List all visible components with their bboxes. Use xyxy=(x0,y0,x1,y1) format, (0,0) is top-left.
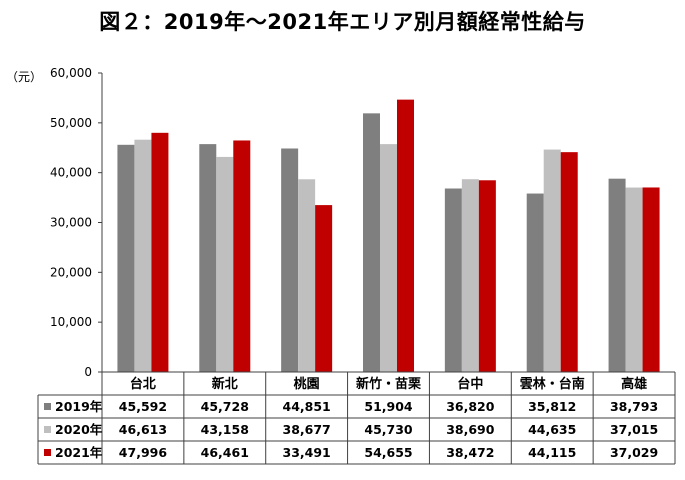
data-label: 33,491 xyxy=(283,445,331,460)
bar xyxy=(151,132,169,372)
y-axis-unit-label: （元） xyxy=(6,70,43,84)
data-label: 45,730 xyxy=(364,422,413,437)
category-label: 新竹・苗栗 xyxy=(356,376,421,392)
bar xyxy=(608,178,626,372)
bar xyxy=(216,156,234,372)
data-label: 37,015 xyxy=(610,422,658,437)
data-label: 45,728 xyxy=(201,399,249,414)
bar xyxy=(397,99,414,372)
bar xyxy=(478,180,496,372)
bar xyxy=(363,113,380,373)
data-label: 38,690 xyxy=(446,422,495,437)
data-label: 38,677 xyxy=(283,422,331,437)
data-label: 35,812 xyxy=(528,399,576,414)
category-label: 雲林・台南 xyxy=(520,376,585,392)
data-label: 54,655 xyxy=(364,445,412,460)
data-label: 36,820 xyxy=(446,399,495,414)
bar xyxy=(134,139,152,372)
data-label: 46,613 xyxy=(119,422,167,437)
bar xyxy=(117,144,135,372)
data-label: 37,029 xyxy=(610,445,658,460)
y-tick-label: 30,000 xyxy=(50,216,92,230)
bar xyxy=(298,179,316,372)
category-label: 高雄 xyxy=(621,376,647,392)
bar xyxy=(380,144,397,372)
data-label: 43,158 xyxy=(201,422,249,437)
data-label: 38,793 xyxy=(610,399,658,414)
bar xyxy=(281,148,299,372)
data-label: 51,904 xyxy=(364,399,413,414)
category-label: 桃園 xyxy=(294,376,320,392)
legend-swatch xyxy=(44,449,51,456)
bar xyxy=(315,205,333,372)
y-tick-label: 60,000 xyxy=(50,66,92,80)
bar xyxy=(526,193,544,372)
data-label: 46,461 xyxy=(201,445,249,460)
category-label: 新北 xyxy=(212,376,238,392)
category-label: 台北 xyxy=(130,376,156,392)
category-label: 台中 xyxy=(457,376,483,392)
data-label: 44,635 xyxy=(528,422,576,437)
bar xyxy=(199,144,217,372)
data-label: 38,472 xyxy=(446,445,494,460)
legend-swatch xyxy=(44,426,51,433)
bar xyxy=(543,149,561,372)
bar xyxy=(642,187,660,372)
data-label: 44,115 xyxy=(528,445,576,460)
bar xyxy=(233,140,251,372)
y-tick-label: 20,000 xyxy=(50,265,92,279)
y-tick-label: 40,000 xyxy=(50,166,92,180)
y-tick-label: 10,000 xyxy=(50,315,92,329)
y-tick-label: 0 xyxy=(84,365,92,379)
legend-label: 2021年 xyxy=(55,445,103,460)
data-label: 44,851 xyxy=(283,399,331,414)
bar xyxy=(444,188,462,372)
legend-label: 2020年 xyxy=(55,422,103,437)
legend-swatch xyxy=(44,403,51,410)
y-tick-label: 50,000 xyxy=(50,116,92,130)
data-label: 47,996 xyxy=(119,445,168,460)
bar xyxy=(461,179,479,372)
chart-title: 図２：2019年～2021年エリア別月額経常性給与 xyxy=(99,10,586,34)
data-label: 45,592 xyxy=(119,399,167,414)
bar xyxy=(625,187,643,372)
legend-label: 2019年 xyxy=(55,399,103,414)
bar xyxy=(560,152,578,372)
